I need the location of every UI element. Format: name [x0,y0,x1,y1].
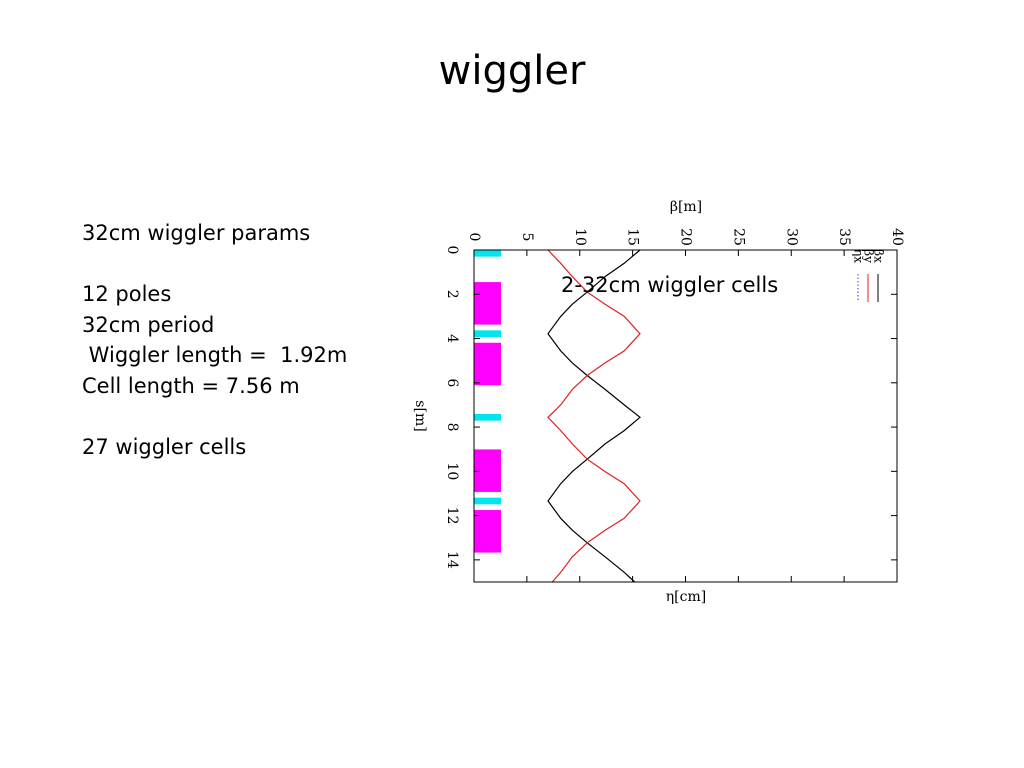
params-line: 32cm wiggler params [82,221,311,245]
x2-axis-label: η[cm] [666,589,706,605]
x-tick-label: 10 [572,228,588,246]
legend-label: ηx [852,249,866,263]
y-tick-label: 14 [444,551,460,569]
y-tick-label: 6 [444,378,460,387]
params-line: Wiggler length = 1.92m [82,343,348,368]
x-tick-label: 0 [466,233,482,242]
y-tick-label: 12 [444,507,460,525]
wiggler-magnet-block [474,282,501,325]
series-line-0 [547,249,641,583]
x-tick-label: 5 [519,233,535,242]
slide-title: wiggler [438,48,586,94]
y-tick-label: 8 [444,423,460,432]
x-tick-label: 30 [783,228,799,246]
params-line: 27 wiggler cells [82,435,247,460]
quadrupole-magnet-block [474,497,501,505]
legend-label: βy [862,249,876,263]
params-line: Cell length = 7.56 m [82,373,300,398]
wiggler-params-text: 32cm wiggler params 12 poles 32cm period… [82,218,347,463]
quadrupole-magnet-block [474,250,501,257]
quadrupole-magnet-block [474,414,501,421]
y-tick-label: 0 [444,246,460,255]
plot-frame [473,249,898,583]
y-tick-label: 4 [444,334,460,343]
series-line-1 [547,249,641,583]
wiggler-magnet-block [474,510,501,553]
x-tick-label: 40 [889,228,905,246]
x-axis-label: β[m] [670,199,702,215]
params-line: 32cm period [82,312,215,337]
wiggler-magnet-block [474,342,501,386]
params-line: 12 poles [82,282,172,307]
x-tick-label: 25 [730,228,746,246]
y-tick-label: 2 [444,290,460,299]
y-axis-label: s[m] [412,400,428,431]
legend-label: βx [872,249,886,263]
wiggler-cells-label: 2-32cm wiggler cells [561,273,779,297]
x-tick-label: 20 [678,228,694,246]
x-tick-label: 35 [836,228,852,246]
quadrupole-magnet-block [474,330,501,337]
y-tick-label: 10 [444,462,460,480]
wiggler-magnet-block [474,449,501,492]
x-tick-label: 15 [625,228,641,246]
